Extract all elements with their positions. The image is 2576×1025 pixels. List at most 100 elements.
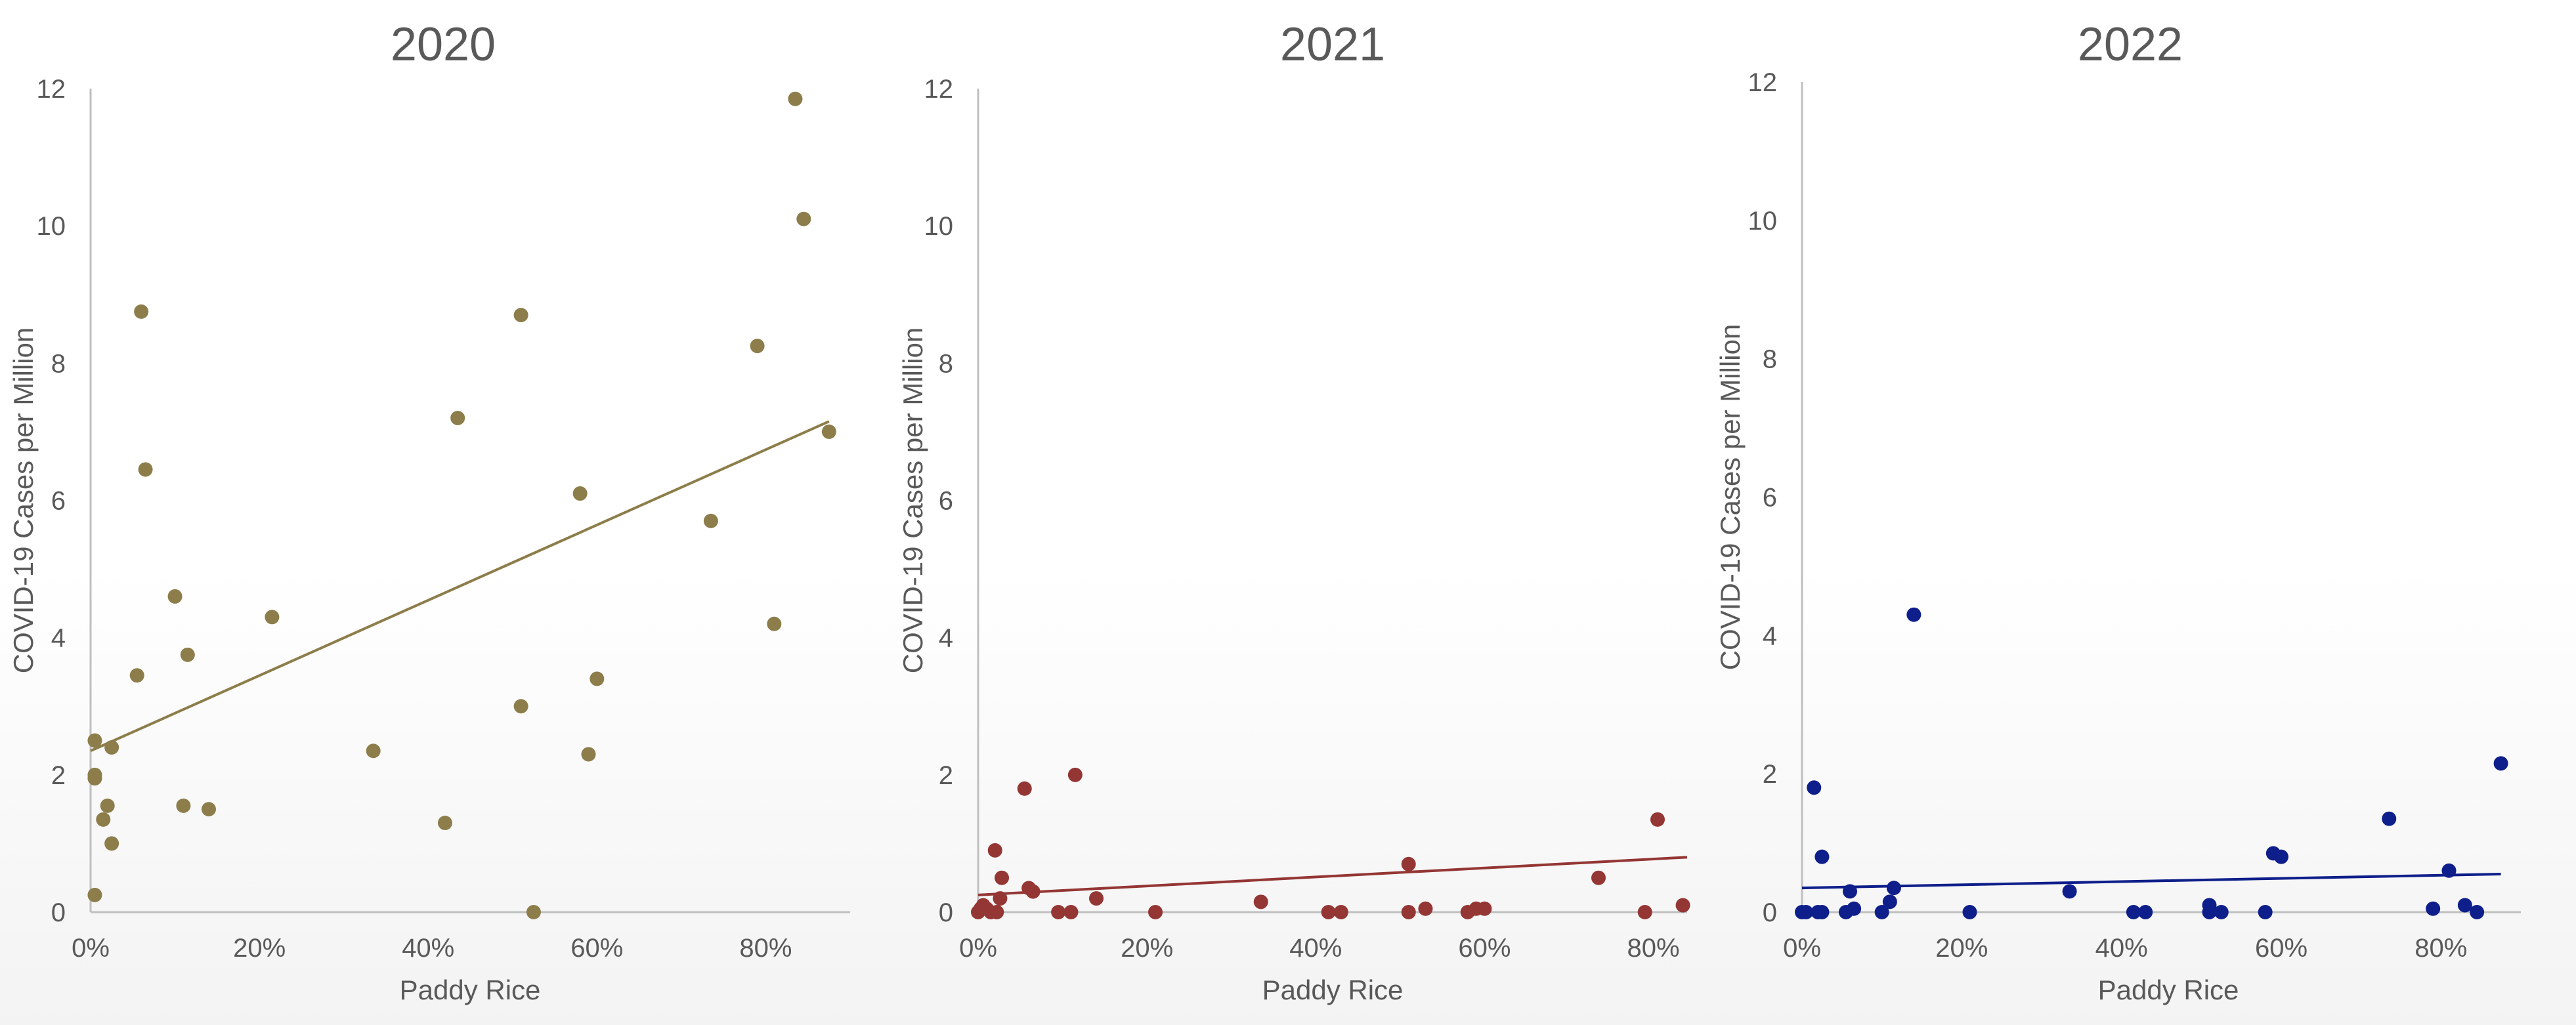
data-point xyxy=(989,905,1004,919)
x-tick-label: 20% xyxy=(1121,934,1173,963)
y-axis-label: COVID-19 Cases per Million xyxy=(897,327,928,674)
y-tick-label: 0 xyxy=(1763,898,1777,927)
y-tick-label: 12 xyxy=(37,75,66,104)
data-point xyxy=(788,91,803,106)
data-point xyxy=(87,771,102,786)
y-axis-label: COVID-19 Cases per Million xyxy=(8,327,39,674)
data-point xyxy=(201,802,216,817)
data-point xyxy=(1148,905,1163,919)
data-point xyxy=(796,211,811,226)
data-point xyxy=(1401,905,1416,919)
data-point xyxy=(1886,881,1901,896)
y-tick-label: 12 xyxy=(924,75,954,104)
y-tick-label: 0 xyxy=(939,898,953,927)
data-point xyxy=(129,668,144,683)
data-point xyxy=(2138,905,2153,919)
x-tick-label: 80% xyxy=(2415,934,2467,963)
y-tick-label: 4 xyxy=(51,624,66,653)
data-point xyxy=(1906,607,1921,622)
data-point xyxy=(366,743,381,759)
data-point xyxy=(134,304,149,319)
data-point xyxy=(513,308,528,323)
data-point xyxy=(1882,894,1897,910)
data-point xyxy=(104,836,119,851)
chart-panel-2022: 2022 COVID-19 Cases per Million Paddy Ri… xyxy=(1715,18,2521,1005)
data-point xyxy=(987,843,1002,858)
data-point xyxy=(1253,894,1268,910)
y-tick-label: 0 xyxy=(51,898,66,927)
y-tick-label: 2 xyxy=(51,761,66,790)
data-point xyxy=(104,740,119,755)
y-axis-label: COVID-19 Cases per Million xyxy=(1715,324,1746,671)
data-point xyxy=(2382,811,2397,826)
data-point xyxy=(1847,901,1862,916)
data-point xyxy=(821,424,836,439)
data-point xyxy=(1843,884,1857,899)
chart-title: 2022 xyxy=(2078,18,2183,71)
y-tick-label: 8 xyxy=(939,349,953,378)
data-point xyxy=(100,798,115,813)
x-tick-label: 40% xyxy=(1289,934,1342,963)
data-point xyxy=(2126,905,2141,919)
data-point xyxy=(581,747,596,762)
data-point xyxy=(96,812,111,827)
data-point xyxy=(750,339,765,354)
data-point xyxy=(450,411,465,425)
y-tick-label: 12 xyxy=(1748,68,1778,97)
data-point xyxy=(1067,767,1083,782)
data-point xyxy=(590,671,605,686)
x-tick-label: 40% xyxy=(2095,934,2148,963)
data-point xyxy=(1063,905,1079,919)
y-tick-label: 8 xyxy=(51,349,66,378)
x-axis-label: Paddy Rice xyxy=(1262,974,1404,1005)
data-point xyxy=(176,798,191,813)
data-point xyxy=(1591,870,1606,885)
data-point xyxy=(1477,901,1492,916)
data-point xyxy=(1089,891,1104,906)
x-tick-label: 60% xyxy=(570,934,623,963)
x-axis-label: Paddy Rice xyxy=(2098,974,2239,1005)
x-tick-label: 0% xyxy=(959,934,997,963)
data-point xyxy=(1807,780,1822,795)
data-point xyxy=(1799,905,1814,919)
data-point xyxy=(2274,849,2288,864)
data-point xyxy=(2426,901,2441,916)
data-point xyxy=(513,699,528,714)
data-point xyxy=(2493,756,2508,771)
x-tick-label: 60% xyxy=(1458,934,1511,963)
chart-title: 2021 xyxy=(1280,18,1385,71)
data-point xyxy=(1333,905,1348,919)
y-tick-label: 6 xyxy=(51,487,66,516)
data-point xyxy=(167,589,182,604)
x-tick-label: 80% xyxy=(1627,934,1680,963)
data-point xyxy=(87,733,102,748)
x-tick-label: 20% xyxy=(1935,934,1988,963)
data-point xyxy=(1401,856,1416,871)
data-point xyxy=(1874,905,1889,919)
y-tick-label: 6 xyxy=(939,487,953,516)
data-point xyxy=(993,891,1008,906)
y-tick-label: 6 xyxy=(1763,484,1777,512)
data-point xyxy=(180,647,195,662)
data-point xyxy=(87,887,102,902)
data-point xyxy=(2214,905,2229,919)
y-tick-label: 8 xyxy=(1763,345,1777,374)
data-point xyxy=(1321,905,1336,919)
data-point xyxy=(138,462,153,477)
chart-panel-2020: 2020 COVID-19 Cases per Million Paddy Ri… xyxy=(8,18,850,1005)
data-point xyxy=(265,610,280,625)
y-tick-label: 10 xyxy=(1748,207,1778,236)
y-tick-label: 2 xyxy=(939,761,953,790)
data-point xyxy=(1650,812,1665,827)
trendline xyxy=(90,420,830,753)
data-point xyxy=(1017,781,1032,796)
data-point xyxy=(2062,884,2077,899)
data-point xyxy=(2441,863,2457,878)
x-tick-label: 60% xyxy=(2255,934,2308,963)
y-tick-label: 10 xyxy=(37,212,66,241)
data-point xyxy=(1418,901,1433,916)
data-point xyxy=(1814,905,1830,919)
trendline xyxy=(1801,873,2501,890)
data-point xyxy=(1051,905,1066,919)
